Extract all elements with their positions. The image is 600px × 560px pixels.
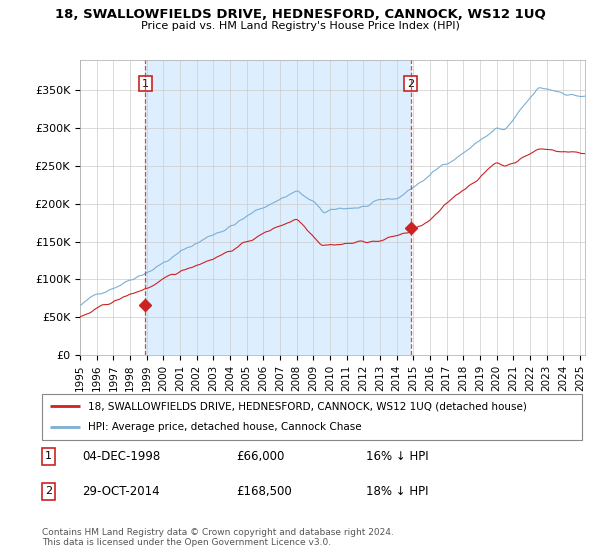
Text: £66,000: £66,000: [236, 450, 285, 463]
Text: 04-DEC-1998: 04-DEC-1998: [83, 450, 161, 463]
Text: 16% ↓ HPI: 16% ↓ HPI: [366, 450, 428, 463]
Text: 18% ↓ HPI: 18% ↓ HPI: [366, 485, 428, 498]
Text: HPI: Average price, detached house, Cannock Chase: HPI: Average price, detached house, Cann…: [88, 422, 362, 432]
Text: 1: 1: [45, 451, 52, 461]
Text: 18, SWALLOWFIELDS DRIVE, HEDNESFORD, CANNOCK, WS12 1UQ: 18, SWALLOWFIELDS DRIVE, HEDNESFORD, CAN…: [55, 8, 545, 21]
Text: 29-OCT-2014: 29-OCT-2014: [83, 485, 160, 498]
Text: 18, SWALLOWFIELDS DRIVE, HEDNESFORD, CANNOCK, WS12 1UQ (detached house): 18, SWALLOWFIELDS DRIVE, HEDNESFORD, CAN…: [88, 401, 527, 411]
Text: This data is licensed under the Open Government Licence v3.0.: This data is licensed under the Open Gov…: [42, 538, 331, 547]
Bar: [145, 60, 410, 355]
FancyBboxPatch shape: [42, 394, 582, 440]
Text: 1: 1: [142, 78, 149, 88]
Text: 2: 2: [45, 487, 52, 496]
Text: Contains HM Land Registry data © Crown copyright and database right 2024.: Contains HM Land Registry data © Crown c…: [42, 528, 394, 536]
Text: 2: 2: [407, 78, 414, 88]
Text: £168,500: £168,500: [236, 485, 292, 498]
Text: Price paid vs. HM Land Registry's House Price Index (HPI): Price paid vs. HM Land Registry's House …: [140, 21, 460, 31]
